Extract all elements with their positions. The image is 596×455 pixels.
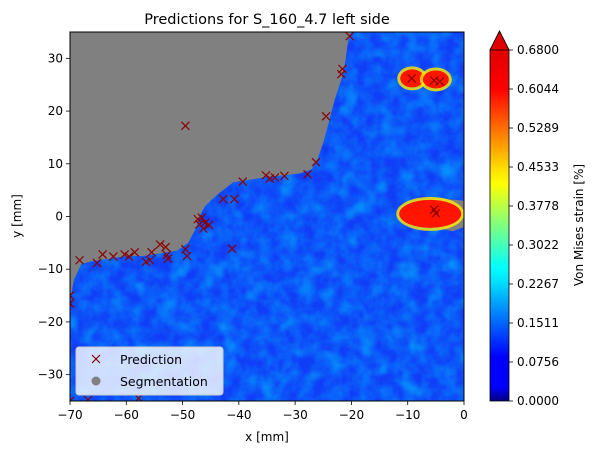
prediction-marker [180,244,190,254]
prediction-marker [70,291,75,300]
y-tick-label: 10 [48,157,63,171]
colorbar-ticks: 0.0000 0.0756 0.1511 0.2267 0.3022 0.3778 0.45… [509,43,559,408]
x-tick-label: −40 [226,408,251,422]
x-tick-label: −20 [339,408,364,422]
x-tick-label: −10 [395,408,420,422]
prediction-marker [229,194,239,204]
legend-prediction-label: Prediction [120,352,182,367]
colorbar-gradient [490,50,509,401]
prediction-marker [70,396,75,401]
prediction-marker [130,247,140,257]
prediction-marker [98,250,108,259]
prediction-marker [180,121,190,131]
legend-segmentation-marker [91,376,101,386]
prediction-marker [337,64,347,74]
prediction-marker [161,242,171,252]
y-tick-label: 0 [55,210,63,224]
colorbar-frame [489,30,510,402]
prediction-marker [336,69,346,79]
prediction-marker [124,252,134,261]
prediction-marker [197,213,207,222]
prediction-marker [218,194,228,204]
x-tick-label: −70 [57,408,82,422]
y-tick-label: −30 [38,368,63,382]
colorbar-tick-label: 0.2267 [517,277,559,291]
y-tick-label: −20 [38,315,63,329]
y-tick-label: 20 [48,104,63,118]
prediction-marker [83,395,93,401]
prediction-marker [120,250,130,259]
chart-title: Predictions for S_160_4.7 left side [144,12,390,28]
prediction-marker [238,177,248,187]
y-axis-label: y [mm] [10,194,24,238]
colorbar-tick-label: 0.3778 [517,199,559,213]
colorbar-tick-label: 0.0000 [517,394,559,408]
colorbar-label: Von Mises strain [%] [572,164,586,286]
prediction-marker [311,157,321,167]
colorbar-tick-label: 0.5289 [517,121,559,135]
x-axis-label: x [mm] [245,430,289,444]
prediction-marker [108,252,118,261]
x-axis: −70 −60 −50 −40 −30 −20 −10 0 [57,401,468,422]
prediction-marker [280,171,289,181]
prediction-markers [70,32,445,401]
y-tick-label: 30 [48,51,63,65]
legend: Prediction Segmentation [75,346,224,396]
prediction-marker [70,299,75,308]
colorbar-tick-label: 0.0756 [517,355,559,369]
prediction-marker [270,173,280,182]
prediction-marker [303,169,312,179]
prediction-marker [145,255,155,265]
prediction-marker [92,258,102,268]
x-tick-label: 0 [460,408,468,422]
prediction-marker [227,244,237,254]
prediction-marker [407,73,417,83]
x-tick-label: −50 [170,408,195,422]
prediction-marker [431,208,441,218]
legend-box [75,346,224,396]
colorbar-extend-max [489,30,510,51]
prediction-marker [182,251,192,261]
y-axis: −30 −20 −10 0 10 20 30 [38,51,70,382]
legend-segmentation-label: Segmentation [120,374,208,389]
prediction-marker [198,224,208,234]
prediction-marker [163,254,173,264]
prediction-marker [435,77,445,86]
prediction-marker [134,393,144,401]
colorbar-tick-label: 0.1511 [517,316,559,330]
y-tick-label: −10 [38,262,63,276]
segmentation-region [70,32,352,301]
x-tick-label: −30 [282,408,307,422]
colorbar: 0.0000 0.0756 0.1511 0.2267 0.3022 0.3778 0.45… [489,30,586,408]
x-tick-label: −60 [114,408,139,422]
colorbar-tick-label: 0.6044 [517,82,559,96]
prediction-marker [75,255,84,265]
prediction-marker [155,240,165,249]
colorbar-tick-label: 0.3022 [517,238,559,252]
prediction-marker [345,32,355,41]
legend-prediction-marker [91,354,101,364]
prediction-marker [321,111,331,121]
prediction-marker [204,220,214,230]
hotspot-core [399,199,462,228]
colorbar-tick-label: 0.6800 [517,43,559,57]
colorbar-tick-label: 0.4533 [517,160,559,174]
prediction-marker [147,247,157,257]
